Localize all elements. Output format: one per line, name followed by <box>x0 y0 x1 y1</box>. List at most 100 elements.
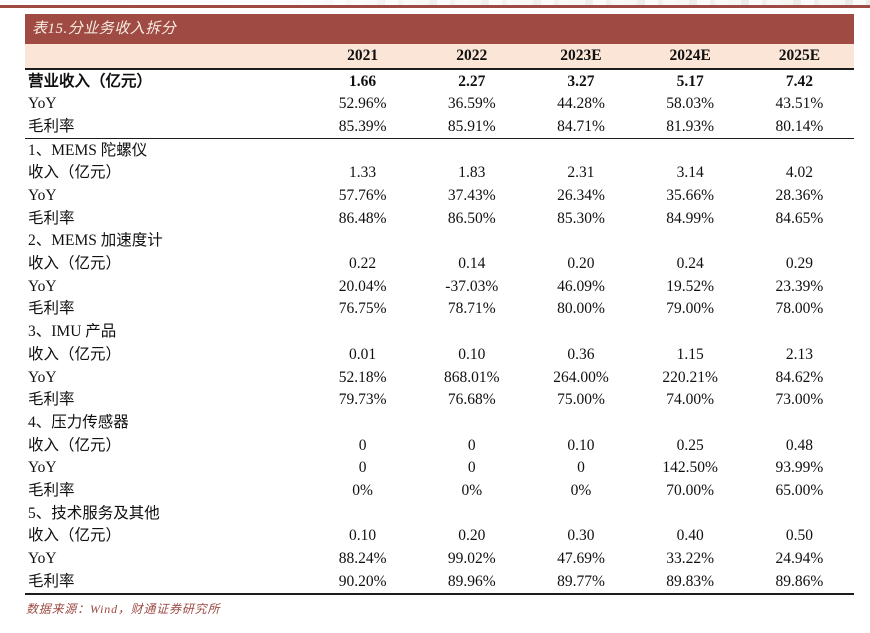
table-cell: 0.14 <box>458 255 486 273</box>
table-cell: 3.14 <box>676 164 704 182</box>
table-cell <box>526 321 635 344</box>
table-cell: 0.50 <box>785 527 813 545</box>
table-cell <box>636 502 745 525</box>
table-row: 毛利率 86.48% 86.50% 85.30% 84.99% 84.65% <box>25 207 854 230</box>
table-cell: 20.04% <box>338 277 387 295</box>
table-cell: 0.40 <box>676 527 704 545</box>
table-cell: 19.52% <box>666 277 715 295</box>
table-cell <box>636 230 745 253</box>
row-label: 毛利率 <box>28 481 75 499</box>
row-label: 5、技术服务及其他 <box>28 504 160 522</box>
table-cell: 5.17 <box>676 72 704 90</box>
table-cell <box>417 139 526 162</box>
corner-cell <box>25 44 308 70</box>
table-cell: 99.02% <box>447 550 496 568</box>
table-cell <box>417 321 526 344</box>
table-cell: 75.00% <box>557 391 605 409</box>
table-row: 收入（亿元） 1.33 1.83 2.31 3.14 4.02 <box>25 162 854 185</box>
table-cell: 0 <box>358 459 367 477</box>
table-cell: 0.20 <box>567 255 595 273</box>
table-cell: -37.03% <box>445 277 499 295</box>
table-cell <box>308 321 417 344</box>
table-cell: 80.00% <box>557 300 605 318</box>
table-cell <box>526 139 635 162</box>
table-cell: 2.31 <box>567 164 595 182</box>
row-label: 收入（亿元） <box>28 164 122 182</box>
table-row: 收入（亿元） 0.01 0.10 0.36 1.15 2.13 <box>25 343 854 366</box>
row-label: YoY <box>28 368 57 386</box>
table-cell: 36.59% <box>447 95 496 113</box>
table-row: YoY 20.04% -37.03% 46.09% 19.52% 23.39% <box>25 275 854 298</box>
table-cell: 37.43% <box>447 187 496 205</box>
table-cell: 0.10 <box>349 527 377 545</box>
table-cell: 89.83% <box>635 570 745 595</box>
table-cell <box>636 411 745 434</box>
table-cell: 74.00% <box>666 391 715 409</box>
table-cell: 44.28% <box>557 95 605 113</box>
table-row: 收入（亿元） 0 0 0.10 0.25 0.48 <box>25 434 854 457</box>
table-cell <box>636 321 745 344</box>
table-cell: 0 <box>358 436 367 454</box>
table-row: 毛利率 79.73% 76.68% 75.00% 74.00% 73.00% <box>25 389 854 412</box>
table-row: YoY 0 0 0 142.50% 93.99% <box>25 457 854 480</box>
table-cell <box>308 502 417 525</box>
section-header-row: 5、技术服务及其他 <box>25 502 854 525</box>
section-header-row: 4、压力传感器 <box>25 411 854 434</box>
table-cell: 78.71% <box>447 300 496 318</box>
table-cell: 1.33 <box>349 164 377 182</box>
table-cell: 58.03% <box>666 95 715 113</box>
row-label: 毛利率 <box>28 391 75 409</box>
table-cell: 90.20% <box>308 570 418 595</box>
table-cell: 1.66 <box>349 72 377 90</box>
table-cell: 4.02 <box>785 164 813 182</box>
row-label: 1、MEMS 陀螺仪 <box>28 141 148 159</box>
row-label: YoY <box>28 187 57 205</box>
table-cell: 7.42 <box>785 72 813 90</box>
table-cell: 85.30% <box>557 209 605 227</box>
table-row: 毛利率 85.39% 85.91% 84.71% 81.93% 80.14% <box>25 115 854 140</box>
table-cell <box>526 411 635 434</box>
table-cell: 0.10 <box>458 345 486 363</box>
section-header-row: 2、MEMS 加速度计 <box>25 230 854 253</box>
table-cell <box>526 502 635 525</box>
table-cell: 1.83 <box>458 164 486 182</box>
row-label: 毛利率 <box>28 300 75 318</box>
year-header-cell: 2022 <box>417 44 527 70</box>
table-cell: 0% <box>570 481 592 499</box>
table-cell: 0 <box>467 436 476 454</box>
table-body: 营业收入（亿元） 1.66 2.27 3.27 5.17 7.42 YoY 52.96% 36.… <box>25 69 854 595</box>
table-cell: 26.34% <box>557 187 605 205</box>
table-row: 营业收入（亿元） 1.66 2.27 3.27 5.17 7.42 <box>25 69 854 93</box>
table-cell: 2.13 <box>785 345 813 363</box>
table-cell: 264.00% <box>553 368 609 386</box>
table-cell: 85.91% <box>417 115 527 140</box>
section-header-row: 3、IMU 产品 <box>25 321 854 344</box>
table-cell: 28.36% <box>775 187 824 205</box>
top-rule <box>0 5 870 8</box>
table-cell: 86.50% <box>447 209 496 227</box>
table-row: YoY 57.76% 37.43% 26.34% 35.66% 28.36% <box>25 184 854 207</box>
table-cell: 0.36 <box>567 345 595 363</box>
table-cell: 73.00% <box>775 391 824 409</box>
row-label: 毛利率 <box>25 115 308 140</box>
table-cell: 80.14% <box>744 115 854 140</box>
table-row: YoY 52.96% 36.59% 44.28% 58.03% 43.51% <box>25 93 854 116</box>
table-cell: 0.20 <box>458 527 486 545</box>
table-cell <box>526 230 635 253</box>
table-cell: 84.62% <box>775 368 824 386</box>
table-cell: 0.48 <box>785 436 813 454</box>
table-cell: 0.01 <box>349 345 377 363</box>
table-cell <box>636 139 745 162</box>
table-cell: 23.39% <box>775 277 824 295</box>
table-cell: 76.68% <box>447 391 496 409</box>
table-row: 毛利率 76.75% 78.71% 80.00% 79.00% 78.00% <box>25 298 854 321</box>
table-cell: 43.51% <box>775 95 824 113</box>
table-cell: 78.00% <box>775 300 824 318</box>
table-cell <box>417 502 526 525</box>
table-cell: 2.27 <box>458 72 486 90</box>
row-label: 收入（亿元） <box>28 527 122 545</box>
revenue-breakdown-table: 表15.分业务收入拆分 2021 2022 2023E 2024E 2025E 营业收入… <box>25 14 854 595</box>
table-cell <box>417 230 526 253</box>
table-cell <box>308 139 417 162</box>
row-label: YoY <box>28 550 57 568</box>
